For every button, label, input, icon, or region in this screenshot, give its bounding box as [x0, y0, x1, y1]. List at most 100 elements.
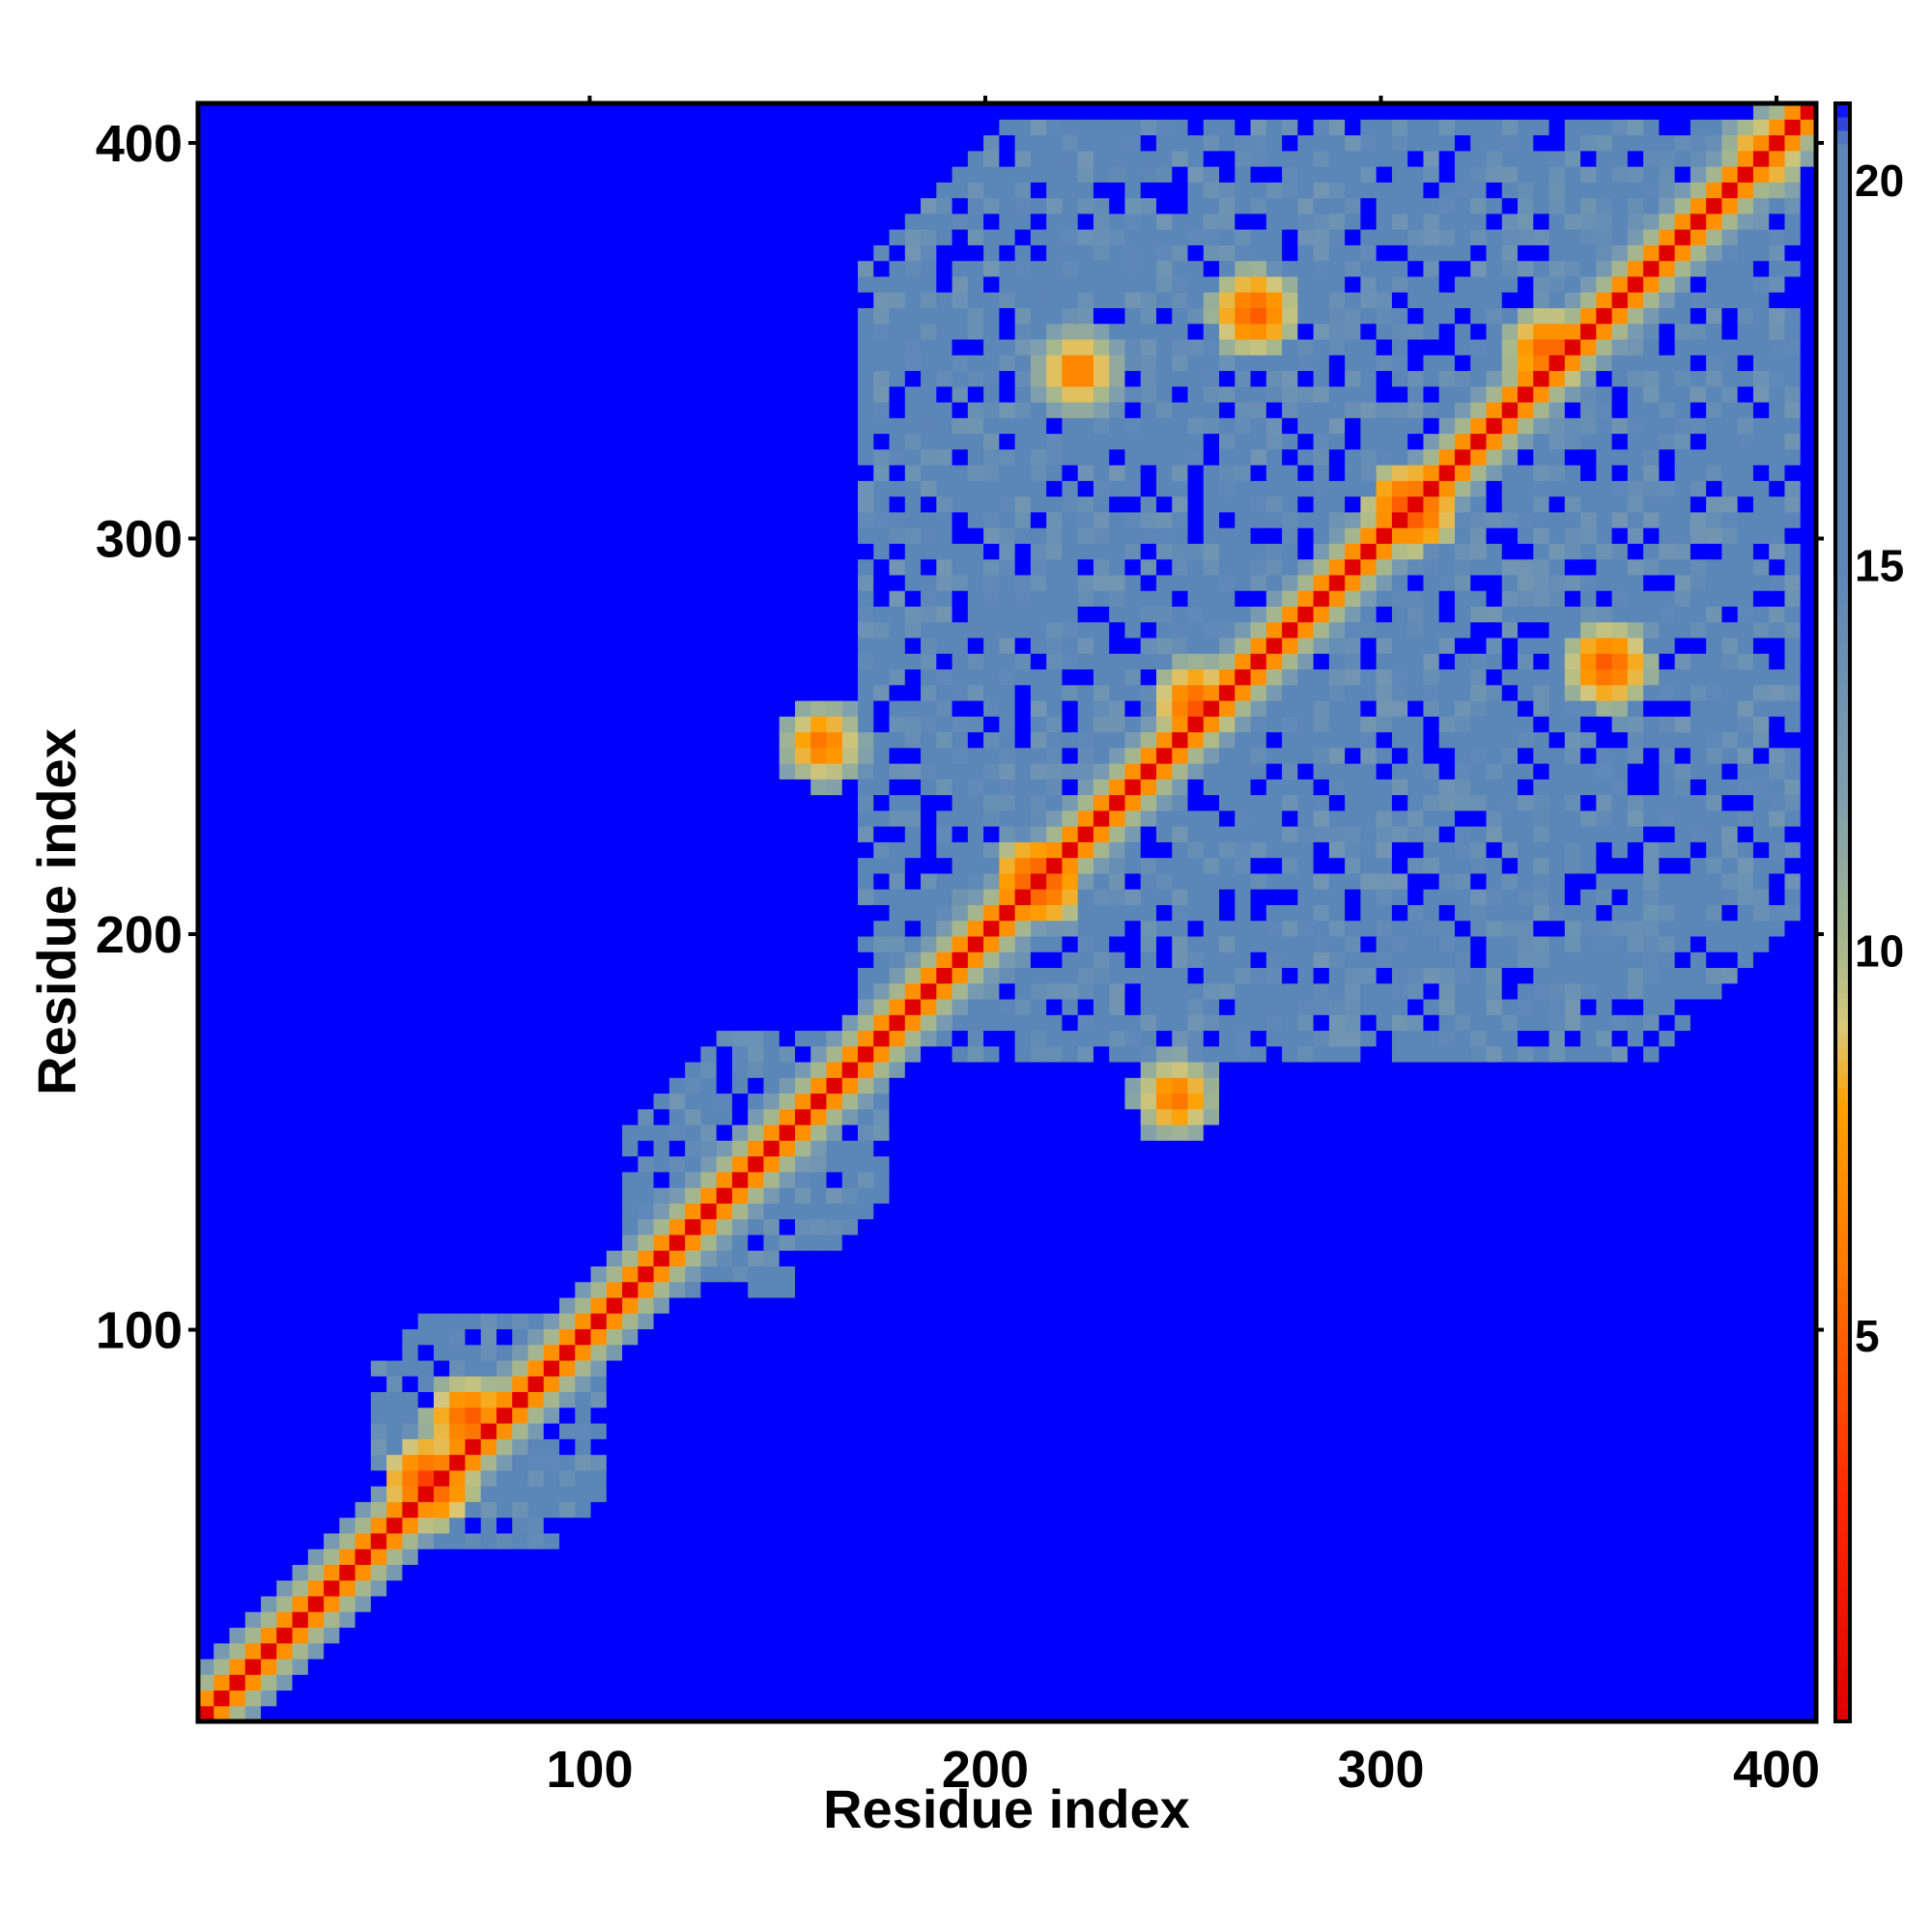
heatmap-cell — [810, 747, 828, 764]
heatmap-cell — [763, 213, 781, 230]
heatmap-cell — [936, 1595, 953, 1612]
heatmap-cell — [590, 1140, 608, 1157]
heatmap-cell — [779, 1061, 796, 1078]
heatmap-cell — [763, 527, 781, 544]
heatmap-cell — [480, 1061, 497, 1078]
heatmap-cell — [810, 1423, 828, 1439]
heatmap-cell — [465, 1611, 482, 1629]
heatmap-cell — [700, 653, 718, 670]
heatmap-cell — [449, 1328, 467, 1346]
heatmap-cell — [952, 1406, 969, 1424]
heatmap-cell — [794, 543, 811, 560]
heatmap-cell — [606, 952, 623, 969]
heatmap-cell — [638, 480, 655, 497]
heatmap-cell — [307, 1296, 325, 1314]
heatmap-cell — [339, 1674, 356, 1691]
heatmap-cell — [810, 465, 828, 481]
heatmap-cell — [449, 779, 467, 796]
heatmap-cell — [700, 794, 718, 811]
heatmap-cell — [638, 1595, 655, 1612]
heatmap-cell — [465, 1218, 482, 1236]
heatmap-cell — [748, 1203, 765, 1220]
heatmap-cell — [936, 244, 953, 262]
heatmap-cell — [873, 511, 891, 528]
heatmap-cell — [229, 841, 246, 859]
heatmap-cell — [921, 794, 937, 811]
heatmap-cell — [370, 370, 387, 387]
heatmap-cell — [889, 323, 906, 340]
heatmap-cell — [904, 967, 922, 984]
heatmap-cell — [685, 1250, 701, 1266]
heatmap-cell — [402, 668, 419, 686]
heatmap-cell — [748, 574, 765, 591]
heatmap-cell — [480, 826, 497, 842]
heatmap-cell — [841, 401, 859, 418]
heatmap-cell — [307, 621, 325, 639]
heatmap-cell — [858, 558, 874, 576]
heatmap-cell — [386, 982, 404, 1000]
heatmap-cell — [449, 1690, 467, 1707]
heatmap-cell — [889, 119, 906, 136]
heatmap-cell — [339, 763, 356, 780]
heatmap-cell — [763, 338, 781, 355]
heatmap-cell — [921, 1391, 937, 1408]
heatmap-cell — [261, 401, 277, 418]
heatmap-cell — [653, 794, 670, 811]
heatmap-cell — [324, 465, 340, 481]
heatmap-cell — [324, 1140, 340, 1157]
heatmap-cell — [355, 197, 372, 214]
heatmap-cell — [904, 1642, 922, 1660]
heatmap-cell — [810, 1642, 828, 1660]
heatmap-cell — [921, 1469, 937, 1487]
heatmap-cell — [527, 904, 545, 922]
heatmap-cell — [779, 1234, 796, 1251]
heatmap-cell — [748, 370, 765, 387]
heatmap-cell — [779, 1611, 796, 1629]
heatmap-cell — [653, 1674, 670, 1691]
heatmap-cell — [198, 1564, 214, 1581]
heatmap-cell — [716, 1281, 733, 1298]
heatmap-cell — [841, 1423, 859, 1439]
heatmap-cell — [198, 857, 214, 874]
heatmap-cell — [622, 1077, 639, 1094]
heatmap-cell — [858, 1030, 874, 1047]
heatmap-cell — [213, 1564, 231, 1581]
heatmap-cell — [355, 668, 372, 686]
heatmap-cell — [339, 1595, 356, 1612]
heatmap-cell — [465, 1093, 482, 1110]
heatmap-cell — [622, 1674, 639, 1691]
heatmap-cell — [685, 527, 701, 544]
heatmap-cell — [889, 1265, 906, 1283]
heatmap-cell — [449, 1250, 467, 1266]
heatmap-cell — [716, 417, 733, 435]
heatmap-cell — [386, 1454, 404, 1471]
heatmap-cell — [496, 229, 513, 245]
heatmap-cell — [213, 1359, 231, 1377]
heatmap-cell — [198, 496, 214, 513]
heatmap-cell — [590, 653, 608, 670]
heatmap-cell — [449, 1532, 467, 1549]
heatmap-cell — [324, 1469, 340, 1487]
heatmap-cell — [858, 747, 874, 764]
heatmap-cell — [841, 1454, 859, 1471]
heatmap-cell — [889, 527, 906, 544]
heatmap-cell — [480, 763, 497, 780]
heatmap-cell — [355, 213, 372, 230]
heatmap-cell — [402, 1140, 419, 1157]
heatmap-cell — [622, 716, 639, 733]
heatmap-cell — [622, 1438, 639, 1456]
heatmap-cell — [575, 1486, 592, 1502]
heatmap-cell — [638, 275, 655, 293]
heatmap-cell — [386, 1548, 404, 1565]
heatmap-cell — [904, 401, 922, 418]
heatmap-cell — [480, 182, 497, 199]
heatmap-cell — [527, 1642, 545, 1660]
heatmap-cell — [638, 244, 655, 262]
heatmap-cell — [307, 433, 325, 450]
heatmap-cell — [921, 465, 937, 481]
heatmap-cell — [889, 574, 906, 591]
heatmap-cell — [638, 668, 655, 686]
heatmap-cell — [952, 1359, 969, 1377]
heatmap-cell — [685, 1187, 701, 1204]
heatmap-cell — [952, 1376, 969, 1393]
